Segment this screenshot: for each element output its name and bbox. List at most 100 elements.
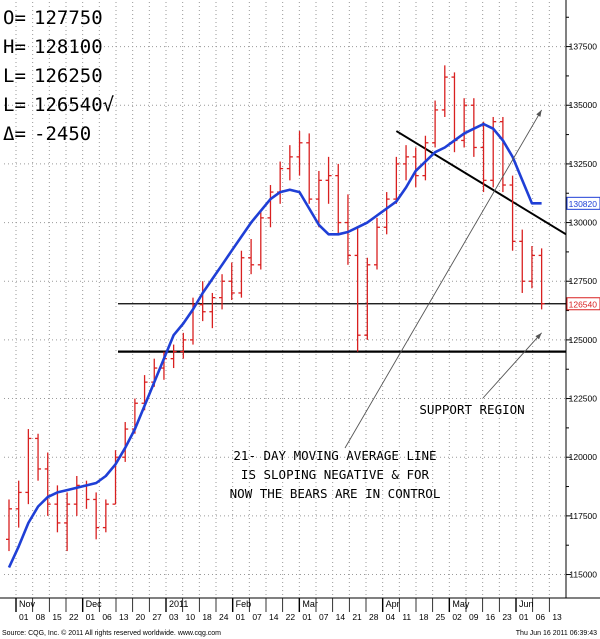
price-bar xyxy=(248,238,255,275)
chart-annotations: SUPPORT REGION 21- DAY MOVING AVERAGE LIN… xyxy=(230,402,525,501)
x-tick-label: 16 xyxy=(486,612,496,622)
footer-timestamp: Thu Jun 16 2011 06:39:43 xyxy=(516,630,597,637)
x-tick-label: 22 xyxy=(69,612,79,622)
price-bar xyxy=(73,475,80,516)
x-tick-label: 13 xyxy=(552,612,562,622)
footer-source: Source: CQG, Inc. © 2011 All rights rese… xyxy=(2,629,221,637)
price-bar xyxy=(335,163,342,235)
y-tick-label: 117500 xyxy=(569,511,597,521)
annotation-arrows xyxy=(344,109,543,449)
x-tick-label: 04 xyxy=(386,612,396,622)
month-label: Jun xyxy=(519,599,534,609)
price-bar xyxy=(441,65,448,117)
x-tick-label: 08 xyxy=(36,612,46,622)
y-axis: 115000 117500 120000 122500 125000 127500 1300… xyxy=(565,0,600,598)
readout-label: Δ= xyxy=(3,123,26,145)
x-tick-label: 03 xyxy=(169,612,179,622)
price-bar xyxy=(528,246,535,289)
price-bar xyxy=(122,422,129,462)
x-tick-label: 01 xyxy=(86,612,96,622)
x-tick-label: 13 xyxy=(119,612,129,622)
footer: Source: CQG, Inc. © 2011 All rights rese… xyxy=(2,629,597,637)
price-bar xyxy=(6,499,12,552)
moving-average-line xyxy=(7,122,542,569)
x-tick-label: 01 xyxy=(519,612,529,622)
readout-value: 128100 xyxy=(34,36,103,58)
price-bar xyxy=(286,145,293,181)
price-bar xyxy=(180,332,187,359)
month-label: May xyxy=(452,599,470,609)
x-tick-label: 09 xyxy=(469,612,479,622)
price-bar xyxy=(422,135,429,181)
price-bar xyxy=(219,274,226,310)
price-bar xyxy=(35,433,42,481)
x-tick-label: 23 xyxy=(502,612,512,622)
x-tick-label: 24 xyxy=(219,612,229,622)
trendline xyxy=(395,130,567,236)
price-bar xyxy=(412,147,419,188)
arrowhead xyxy=(535,332,542,340)
price-bar xyxy=(538,248,545,310)
price-bar xyxy=(238,250,245,298)
x-tick-label: 22 xyxy=(286,612,296,622)
readout-label: H= xyxy=(3,36,26,58)
readout-label: L= xyxy=(3,94,26,116)
price-bar xyxy=(296,131,303,176)
y-tick-label: 125000 xyxy=(569,335,598,345)
x-tick-label: 01 xyxy=(19,612,29,622)
price-bar xyxy=(15,480,22,528)
readout-value: 127750 xyxy=(34,7,103,29)
price-bar xyxy=(374,217,380,270)
gridlines xyxy=(4,2,566,598)
month-label: Feb xyxy=(236,599,252,609)
x-tick-label: 10 xyxy=(186,612,196,622)
y-tick-label: 130000 xyxy=(569,218,598,228)
x-tick-label: 14 xyxy=(336,612,346,622)
price-bar xyxy=(403,145,410,181)
price-bar xyxy=(519,229,526,293)
readout-value: 126250 xyxy=(34,65,103,87)
price-bar xyxy=(228,262,235,300)
month-label: 2011 xyxy=(169,599,188,609)
x-tick-label: 21 xyxy=(352,612,362,622)
ohlc-readout: O= 127750 H= 128100 L= 126250 L= 126540√ Δ= -2450 xyxy=(3,7,114,145)
price-bar xyxy=(112,450,119,505)
price-bar xyxy=(25,429,32,505)
x-tick-label: 28 xyxy=(369,612,379,622)
x-axis: 01 08 15 22 01 06 13 20 27 03 10 18 24 01 07 14 22 01 07 14… xyxy=(0,597,600,622)
price-bar xyxy=(102,499,109,533)
ma-note-line: 21- DAY MOVING AVERAGE LINE xyxy=(233,448,436,463)
x-tick-label: 01 xyxy=(236,612,246,622)
month-label: Mar xyxy=(302,599,318,609)
y-tick-label: 135000 xyxy=(569,100,598,110)
arrowhead xyxy=(536,109,542,117)
x-tick-label: 06 xyxy=(102,612,112,622)
price-bar xyxy=(480,121,487,193)
ma-note-line: NOW THE BEARS ARE IN CONTROL xyxy=(230,486,441,501)
price-bar xyxy=(306,133,313,204)
price-bar xyxy=(364,257,371,340)
readout-value: -2450 xyxy=(34,123,91,145)
price-bar xyxy=(354,227,361,352)
price-flag-label: 130820 xyxy=(569,199,598,209)
x-tick-label: 27 xyxy=(152,612,162,622)
x-tick-label: 18 xyxy=(202,612,212,622)
x-tick-label: 15 xyxy=(52,612,62,622)
readout-label: L= xyxy=(3,65,26,87)
price-bar xyxy=(170,344,177,369)
x-tick-label: 25 xyxy=(436,612,446,622)
y-tick-label: 132500 xyxy=(569,159,598,169)
x-tick-label: 11 xyxy=(402,612,411,622)
price-bar xyxy=(209,292,216,329)
month-label: Nov xyxy=(19,599,36,609)
support-region-label: SUPPORT REGION xyxy=(419,402,524,417)
price-bar xyxy=(461,98,468,148)
x-tick-label: 07 xyxy=(252,612,262,622)
price-flag xyxy=(566,297,600,311)
readout-label: O= xyxy=(3,7,26,29)
price-bar xyxy=(93,492,100,540)
x-tick-label: 20 xyxy=(136,612,146,622)
y-tick-label: 120000 xyxy=(569,452,598,462)
price-bar xyxy=(44,452,51,516)
